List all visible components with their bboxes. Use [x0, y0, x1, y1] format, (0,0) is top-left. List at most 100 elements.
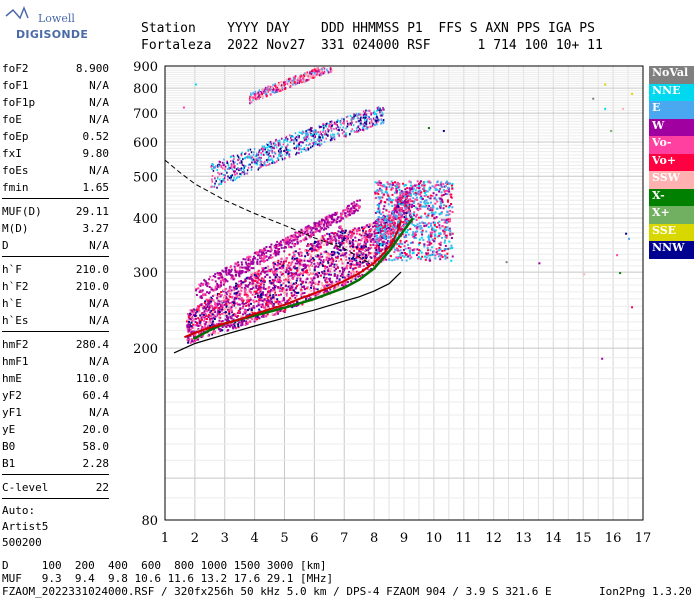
echo-point — [208, 291, 211, 294]
echo-point — [315, 265, 318, 268]
echo-point — [326, 253, 329, 256]
echo-point — [318, 142, 321, 145]
echo-point — [207, 282, 210, 285]
echo-point — [391, 216, 394, 219]
echo-point — [199, 284, 202, 287]
echo-point — [299, 262, 302, 265]
echo-point — [344, 229, 347, 232]
echo-point — [262, 148, 265, 151]
echo-point — [332, 250, 335, 253]
echo-point — [277, 294, 280, 297]
echo-point — [417, 191, 420, 194]
echo-point — [259, 286, 262, 289]
echo-point — [439, 202, 442, 205]
echo-point — [214, 330, 217, 333]
echo-point — [359, 119, 362, 122]
echo-point — [272, 252, 275, 255]
echo-point — [293, 236, 296, 239]
echo-point — [367, 253, 370, 256]
echo-point — [438, 232, 441, 235]
echo-point — [218, 316, 221, 319]
echo-point — [410, 205, 413, 208]
echo-point — [296, 238, 299, 241]
echo-point — [390, 212, 393, 215]
echo-point — [218, 302, 221, 305]
echo-point — [305, 133, 308, 136]
echo-point — [374, 255, 377, 258]
param-value: 280.4 — [75, 338, 109, 351]
station-header: Station YYYY DAY DDD HHMMSS P1 FFS S AXN… — [141, 20, 603, 54]
echo-point — [293, 147, 296, 150]
echo-point — [326, 128, 329, 131]
echo-point — [403, 216, 406, 219]
echo-point — [268, 162, 271, 165]
echo-point — [349, 266, 352, 269]
echo-point — [335, 127, 337, 130]
echo-point — [226, 323, 229, 326]
echo-point — [316, 261, 319, 264]
echo-point — [337, 266, 340, 269]
echo-point — [368, 235, 371, 238]
echo-point — [255, 277, 258, 280]
echo-point — [259, 158, 261, 161]
echo-point — [443, 221, 446, 224]
echo-point — [330, 134, 332, 137]
echo-point — [368, 223, 371, 226]
echo-point — [434, 225, 437, 228]
echo-point — [234, 178, 236, 181]
echo-point — [392, 210, 395, 213]
echo-point — [248, 300, 251, 303]
echo-point — [358, 259, 361, 262]
echo-point — [230, 309, 233, 312]
echo-point — [403, 220, 406, 223]
echo-point — [376, 229, 379, 232]
echo-point — [338, 248, 341, 251]
echo-point — [412, 231, 415, 234]
echo-point — [373, 257, 376, 260]
echo-point — [383, 205, 386, 208]
echo-point — [313, 143, 315, 146]
echo-point — [272, 160, 275, 163]
param-row: foF1 N/A — [2, 77, 109, 94]
echo-point — [433, 217, 436, 220]
param-row: foF1p N/A — [2, 94, 109, 111]
echo-point — [331, 127, 333, 130]
echo-point — [231, 296, 234, 299]
echo-point — [309, 231, 312, 234]
echo-point — [298, 152, 300, 155]
echo-point — [372, 111, 375, 114]
echo-point — [339, 286, 342, 289]
echo-point — [445, 236, 448, 239]
echo-point — [243, 166, 246, 169]
echo-point — [443, 227, 446, 230]
echo-point — [327, 130, 330, 133]
echo-point — [197, 325, 200, 328]
echo-point — [328, 279, 331, 282]
echo-point — [327, 284, 330, 287]
echo-point — [270, 247, 273, 250]
echo-point — [248, 304, 251, 307]
echo-point — [350, 272, 353, 275]
echo-point — [284, 245, 287, 248]
echo-point — [270, 282, 273, 285]
echo-point — [268, 256, 271, 259]
echo-point — [283, 240, 286, 243]
echo-point — [362, 232, 365, 235]
echo-point — [362, 226, 365, 229]
echo-point — [243, 170, 245, 173]
echo-point — [214, 301, 217, 304]
echo-point — [257, 292, 260, 295]
param-row: foEs N/A — [2, 162, 109, 179]
echo-point — [380, 224, 383, 227]
echo-point — [246, 309, 249, 312]
echo-point — [217, 309, 220, 312]
echo-point — [237, 264, 240, 267]
echo-point — [441, 201, 444, 204]
echo-point — [282, 287, 285, 290]
echo-point — [323, 272, 326, 275]
echo-point — [209, 332, 212, 335]
echo-point — [450, 244, 453, 247]
echo-point — [218, 306, 221, 309]
echo-point — [323, 225, 326, 228]
echo-point — [385, 217, 388, 220]
